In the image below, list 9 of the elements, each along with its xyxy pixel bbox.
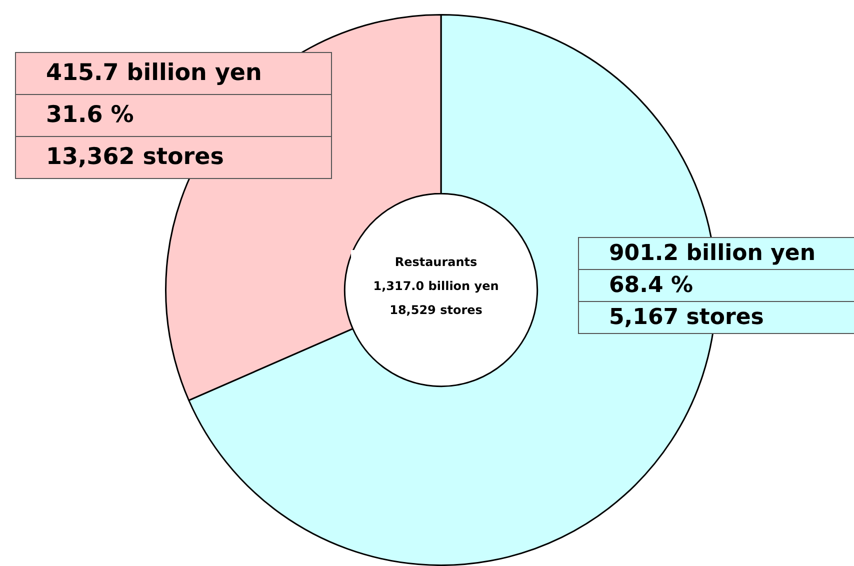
text: 1,317.0 billion yen: [372, 278, 500, 295]
data-label: 901.2 billion yen: [608, 240, 817, 268]
text: 31.6 %: [16, 94, 331, 136]
text: 18,529 stores: [388, 302, 484, 319]
text: 13,362 stores: [16, 136, 331, 178]
text: 68.4 %: [579, 269, 854, 301]
text: 5,167 stores: [579, 301, 854, 333]
text: Restaurants: [394, 254, 478, 271]
data-label: 415.7 billion yen: [45, 59, 263, 88]
